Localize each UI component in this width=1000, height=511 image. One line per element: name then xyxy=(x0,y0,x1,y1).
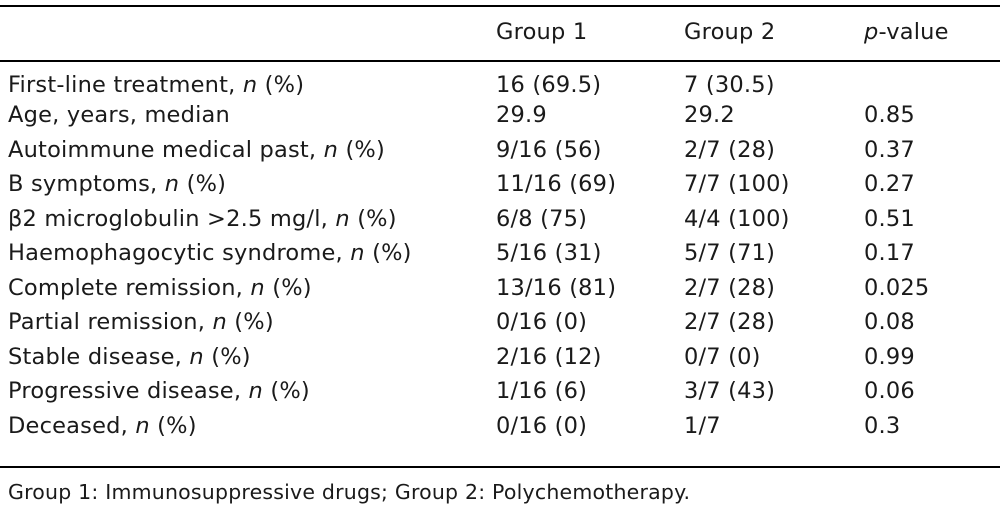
table-row: β2 microglobulin >2.5 mg/l, n (%) 6/8 (75… xyxy=(0,202,1000,237)
table-header-row: Group 1 Group 2 p-value xyxy=(0,0,1000,62)
row-label-text: Progressive disease, xyxy=(8,378,249,405)
group-1-value: 2/16 (12) xyxy=(496,343,602,370)
header-p-rest: -value xyxy=(878,19,949,45)
table-row: Progressive disease, n (%) 1/16 (6) 3/7 (4… xyxy=(0,374,1000,409)
group-1-value: 0/16 (0) xyxy=(496,309,588,336)
p-value: 0.06 xyxy=(864,378,915,405)
row-label-text: First-line treatment, xyxy=(8,72,243,98)
row-label-n: n xyxy=(212,309,227,336)
row-label: Deceased, n (%) xyxy=(0,409,496,444)
row-label-n: n xyxy=(135,412,150,439)
row-label-text: Deceased, xyxy=(8,412,136,439)
table-top-rule xyxy=(0,5,1000,7)
table-row: First-line treatment, n (%) 16 (69.5) 7 (3… xyxy=(0,62,1000,98)
table-bottom-rule xyxy=(0,466,1000,468)
p-value: 0.99 xyxy=(864,343,915,370)
group-1-value: 0/16 (0) xyxy=(496,412,588,439)
table-row: Stable disease, n (%) 2/16 (12) 0/7 (0) 0.9… xyxy=(0,340,1000,375)
p-value: 0.85 xyxy=(864,102,915,129)
row-label-text: B symptoms, xyxy=(8,171,165,198)
table-row: Haemophagocytic syndrome, n (%) 5/16 (31)… xyxy=(0,236,1000,271)
group-2-value: 2/7 (28) xyxy=(684,274,776,301)
results-table: Group 1 Group 2 p-value First-line treat… xyxy=(0,0,1000,443)
table-row: Age, years, median 29.9 29.2 0.85 xyxy=(0,98,1000,133)
group-1-value: 9/16 (56) xyxy=(496,136,602,163)
group-2-value: 2/7 (28) xyxy=(684,309,776,336)
header-p-value: p-value xyxy=(864,0,1000,62)
row-label-n: n xyxy=(242,72,258,98)
row-label: Stable disease, n (%) xyxy=(0,340,496,375)
row-label: Partial remission, n (%) xyxy=(0,305,496,340)
p-value: 0.08 xyxy=(864,309,915,336)
row-label-unit: (%) xyxy=(149,412,197,439)
row-label-n: n xyxy=(189,343,204,370)
p-value: 0.51 xyxy=(864,205,915,232)
header-group-1: Group 1 xyxy=(496,19,588,45)
p-value: 0.17 xyxy=(864,240,915,267)
row-label-text: β2 microglobulin >2.5 mg/l, xyxy=(8,205,336,232)
row-label-unit: (%) xyxy=(364,240,412,267)
row-label: Autoimmune medical past, n (%) xyxy=(0,133,496,168)
row-label-unit: (%) xyxy=(179,171,227,198)
row-label: Progressive disease, n (%) xyxy=(0,374,496,409)
row-label-text: Partial remission, xyxy=(8,309,213,336)
group-1-value: 13/16 (81) xyxy=(496,274,617,301)
header-label-cell xyxy=(0,0,496,62)
header-p-italic: p xyxy=(864,19,879,45)
group-2-value: 0/7 (0) xyxy=(684,343,761,370)
p-value: 0.025 xyxy=(864,274,930,301)
group-1-value: 16 (69.5) xyxy=(496,72,602,98)
row-label-unit: (%) xyxy=(203,343,251,370)
table-header-rule xyxy=(0,60,1000,62)
row-label: Complete remission, n (%) xyxy=(0,271,496,306)
group-2-value: 29.2 xyxy=(684,102,735,129)
row-label: First-line treatment, n (%) xyxy=(0,62,496,98)
table-row: Complete remission, n (%) 13/16 (81) 2/7 (… xyxy=(0,271,1000,306)
row-label-n: n xyxy=(250,274,265,301)
group-2-value: 7/7 (100) xyxy=(684,171,790,198)
row-label-unit: (%) xyxy=(226,309,274,336)
row-label-unit: (%) xyxy=(264,274,312,301)
p-value: 0.37 xyxy=(864,136,915,163)
row-label-text: Age, years, median xyxy=(8,102,230,129)
group-2-value: 2/7 (28) xyxy=(684,136,776,163)
row-label: Haemophagocytic syndrome, n (%) xyxy=(0,236,496,271)
row-label-unit: (%) xyxy=(263,378,310,405)
row-label-n: n xyxy=(323,136,339,163)
group-2-value: 5/7 (71) xyxy=(684,240,776,267)
row-label-unit: (%) xyxy=(349,205,397,232)
group-1-value: 5/16 (31) xyxy=(496,240,602,267)
table-row: Deceased, n (%) 0/16 (0) 1/7 0.3 xyxy=(0,409,1000,444)
group-2-value: 1/7 xyxy=(684,412,721,439)
row-label-text: Haemophagocytic syndrome, xyxy=(8,240,351,267)
row-label: B symptoms, n (%) xyxy=(0,167,496,202)
row-label-n: n xyxy=(248,378,264,405)
group-1-value: 6/8 (75) xyxy=(496,205,588,232)
header-group-2: Group 2 xyxy=(684,19,776,45)
row-label-text: Complete remission, xyxy=(8,274,251,301)
row-label-unit: (%) xyxy=(338,136,385,163)
p-value xyxy=(864,62,1000,98)
table-footnote: Group 1: Immunosuppressive drugs; Group … xyxy=(8,480,691,504)
row-label: β2 microglobulin >2.5 mg/l, n (%) xyxy=(0,202,496,237)
row-label-text: Stable disease, xyxy=(8,343,190,370)
row-label-n: n xyxy=(164,171,180,198)
group-2-value: 7 (30.5) xyxy=(684,72,775,98)
p-value: 0.27 xyxy=(864,171,915,198)
group-1-value: 11/16 (69) xyxy=(496,171,617,198)
row-label: Age, years, median xyxy=(0,98,496,133)
table-row: Autoimmune medical past, n (%) 9/16 (56) 2… xyxy=(0,133,1000,168)
row-label-n: n xyxy=(350,240,365,267)
group-2-value: 3/7 (43) xyxy=(684,378,776,405)
table-body: First-line treatment, n (%) 16 (69.5) 7 (3… xyxy=(0,62,1000,443)
group-2-value: 4/4 (100) xyxy=(684,205,790,232)
table-row: B symptoms, n (%) 11/16 (69) 7/7 (100) 0.27 xyxy=(0,167,1000,202)
p-value: 0.3 xyxy=(864,412,901,439)
table-row: Partial remission, n (%) 0/16 (0) 2/7 (28)… xyxy=(0,305,1000,340)
row-label-text: Autoimmune medical past, xyxy=(8,136,324,163)
group-1-value: 29.9 xyxy=(496,102,547,129)
row-label-n: n xyxy=(335,205,350,232)
row-label-unit: (%) xyxy=(257,72,305,98)
group-1-value: 1/16 (6) xyxy=(496,378,588,405)
